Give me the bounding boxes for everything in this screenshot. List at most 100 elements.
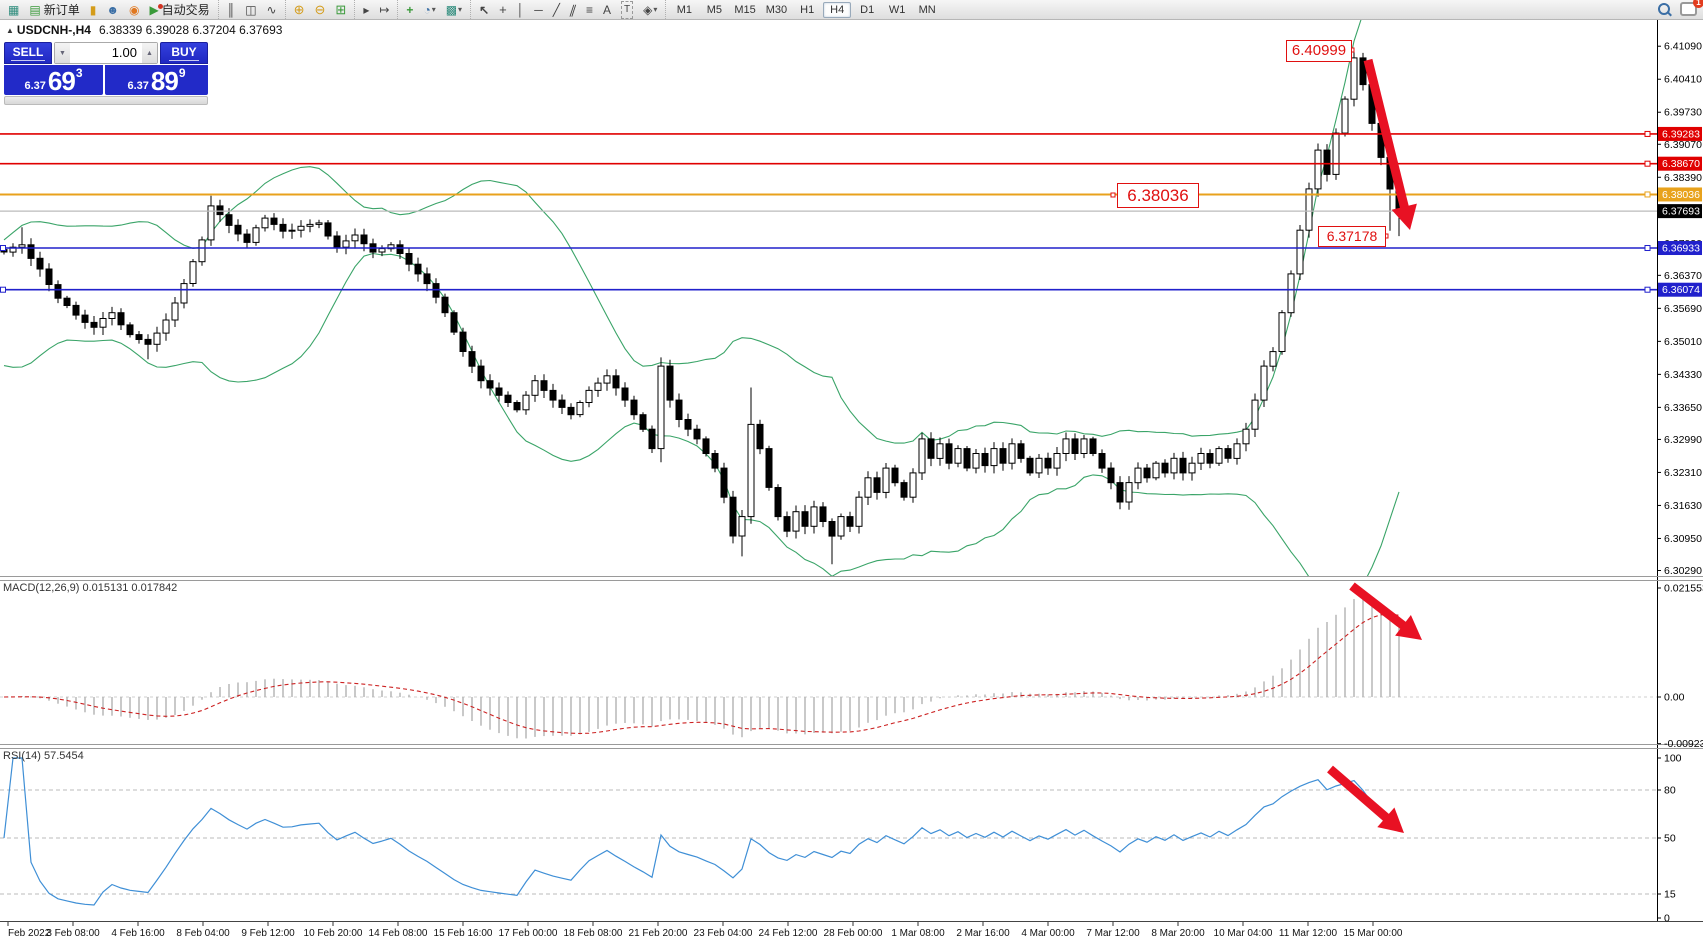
new-order-button[interactable]: ▤ 新订单 [25, 2, 83, 18]
macd-panel [0, 596, 1657, 739]
rsi-tick-label: 15 [1664, 889, 1676, 901]
zoom-in-button[interactable]: ⊕ [290, 2, 309, 18]
price-tick-label: 6.31630 [1664, 500, 1702, 512]
trendline-button[interactable]: ╱ [549, 2, 564, 18]
buy-price-main: 89 [150, 66, 179, 96]
buy-button-label: BUY [169, 45, 199, 61]
bar-chart-button[interactable]: ║ [223, 2, 240, 18]
text-label-button[interactable]: T [617, 0, 637, 19]
text-label-icon: T [621, 0, 634, 19]
chart-shift-button[interactable]: ↦ [375, 2, 393, 18]
zoom-in-icon: ⊕ [293, 1, 305, 17]
history-center-button[interactable]: ▮ [86, 2, 101, 18]
rsi-name: RSI(14) [3, 750, 41, 762]
price-tick-label: 6.35010 [1664, 336, 1702, 348]
time-tick-label: Feb 2022 [8, 928, 51, 939]
volume-control: ▼ 1.00 ▲ [54, 42, 158, 64]
macd-tick-label: 0.00 [1664, 692, 1685, 704]
price-tick-label: 6.30950 [1664, 533, 1702, 545]
timeframe-h1-button[interactable]: H1 [800, 3, 815, 16]
notification-badge: 1 [1693, 0, 1703, 8]
price-tick-label: 6.41090 [1664, 41, 1702, 53]
timeframe-mn-button[interactable]: MN [918, 3, 936, 16]
templates-button[interactable]: ▩ ▾ [442, 2, 466, 18]
volume-input[interactable]: 1.00 [111, 45, 137, 60]
price-tick-label: 6.34330 [1664, 369, 1702, 381]
macd-label: MACD(12,26,9) 0.015131 0.017842 [3, 582, 177, 594]
tile-windows-icon: ⊞ [335, 1, 347, 17]
timeframe-d1-button[interactable]: D1 [860, 3, 875, 16]
channel-icon: ∥ [567, 2, 579, 17]
sell-button[interactable]: SELL [4, 42, 52, 64]
rsi-value: 57.5454 [43, 750, 84, 762]
templates-icon: ▩ [445, 2, 458, 17]
search-button[interactable] [1658, 3, 1670, 18]
macd-values: 0.015131 0.017842 [82, 582, 178, 594]
fibonacci-icon: ≡ [585, 2, 593, 17]
volume-increase-button[interactable]: ▲ [142, 43, 157, 63]
vertical-line-button[interactable]: │ [513, 2, 529, 18]
svg-text:6.38670: 6.38670 [1662, 158, 1700, 170]
time-tick-label: 7 Mar 12:00 [1086, 928, 1140, 939]
sell-price[interactable]: 6.37 69 3 [4, 65, 103, 95]
price-annotation[interactable]: 6.40999 [1286, 40, 1352, 62]
indicators-icon: + [406, 2, 414, 17]
price-annotation[interactable]: 6.37178 [1318, 226, 1386, 247]
price-annotation[interactable]: 6.38036 [1117, 183, 1199, 208]
signals-button[interactable]: ◉ [125, 2, 143, 18]
autotrading-button[interactable]: ▶ 自动交易 [145, 2, 213, 18]
timeframe-m30-button[interactable]: M30 [765, 3, 788, 16]
macd-tick-label: 0.021553 [1664, 583, 1703, 595]
time-tick-label: 15 Mar 00:00 [1344, 928, 1403, 939]
tile-windows-button[interactable]: ⊞ [331, 2, 350, 18]
timeframe-w1-button[interactable]: W1 [888, 3, 906, 16]
buy-price-sup: 9 [178, 66, 186, 80]
timeframe-m5-button[interactable]: M5 [706, 3, 722, 16]
channel-button[interactable]: ∥ [566, 2, 580, 18]
time-tick-label: 24 Feb 12:00 [759, 928, 818, 939]
horizontal-line-button[interactable]: ─ [530, 2, 547, 18]
trend-arrow [1349, 582, 1411, 633]
panel-collapse-handle[interactable] [4, 96, 208, 105]
price-badge [1658, 187, 1702, 202]
sell-price-prefix: 6.37 [24, 80, 46, 92]
expert-advisors-button[interactable]: ☻ [102, 2, 123, 18]
toolbar-group-scroll: ▸ ↦ [354, 0, 397, 19]
notifications-button[interactable]: 1 [1680, 0, 1703, 19]
chevron-down-icon: ▾ [431, 5, 436, 14]
time-tick-label: 1 Mar 08:00 [891, 928, 945, 939]
crosshair-button[interactable]: + [495, 2, 511, 18]
svg-text:6.36074: 6.36074 [1662, 284, 1700, 296]
timeframe-m15-button[interactable]: M15 [734, 3, 756, 16]
toolbar-group-indicators: + ◔ ▾ ▩ ▾ [397, 0, 470, 19]
volume-decrease-button[interactable]: ▼ [55, 43, 70, 63]
time-tick-label: 10 Feb 20:00 [304, 928, 363, 939]
chevron-down-icon: ▾ [653, 5, 658, 14]
svg-text:6.36933: 6.36933 [1662, 243, 1700, 255]
buy-button[interactable]: BUY [160, 42, 208, 64]
timeframe-m1-button[interactable]: M1 [676, 3, 692, 16]
fibonacci-button[interactable]: ≡ [582, 2, 597, 18]
trend-arrow [1327, 765, 1394, 825]
indicators-button[interactable]: + [402, 2, 417, 18]
cursor-button[interactable]: ↖ [475, 2, 493, 18]
zoom-out-button[interactable]: ⊖ [311, 2, 330, 18]
rsi-tick-label: 100 [1664, 753, 1682, 765]
line-chart-button[interactable]: ∿ [263, 2, 281, 18]
arrows-button[interactable]: ◈ ▾ [639, 2, 661, 18]
auto-scroll-button[interactable]: ▸ [359, 2, 373, 18]
timeframe-h4-button[interactable]: H4 [823, 1, 852, 18]
buy-price[interactable]: 6.37 89 9 [105, 65, 208, 95]
collapse-triangle-icon[interactable]: ▲ [6, 26, 14, 35]
text-button[interactable]: A [599, 2, 615, 18]
cursor-icon: ↖ [479, 2, 490, 17]
periods-button[interactable]: ◔ ▾ [419, 2, 439, 18]
time-tick-label: 15 Feb 16:00 [434, 928, 493, 939]
sell-price-main: 69 [47, 66, 76, 96]
time-tick-label: 9 Feb 12:00 [241, 928, 295, 939]
candlestick-chart-button[interactable]: ◫ [241, 2, 260, 18]
new-chart-button[interactable]: ▦ [4, 2, 23, 18]
vertical-line-icon: │ [516, 2, 525, 17]
chart-title: ▲ USDCNH-,H4 6.38339 6.39028 6.37204 6.376… [6, 23, 282, 37]
